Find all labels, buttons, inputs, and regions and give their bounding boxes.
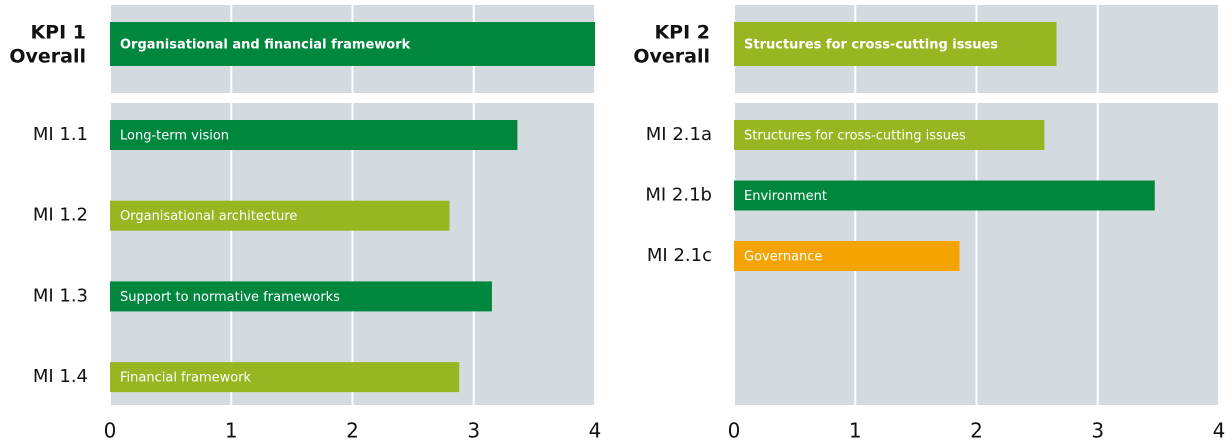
bar-label: Organisational architecture (120, 209, 297, 224)
x-tick-label: 4 (1213, 419, 1226, 443)
category-label: MI 2.1a (646, 124, 712, 145)
bar (110, 362, 460, 393)
overall-bar-label: Structures for cross-cutting issues (744, 38, 998, 53)
bar-label: Long-term vision (120, 129, 229, 144)
x-tick-label: 1 (849, 419, 862, 443)
overall-label: Overall (9, 46, 86, 68)
x-tick-label: 0 (104, 419, 117, 443)
x-tick-label: 4 (589, 419, 602, 443)
category-label: MI 2.1c (647, 245, 712, 266)
overall-label: KPI 1 (30, 22, 86, 44)
bar (110, 200, 450, 231)
x-tick-label: 2 (346, 419, 359, 443)
category-label: MI 2.1b (645, 185, 712, 206)
category-label: MI 1.3 (33, 285, 88, 306)
x-tick-label: 2 (970, 419, 983, 443)
category-label: MI 1.2 (33, 205, 88, 226)
category-label: MI 1.1 (33, 124, 88, 145)
x-tick-label: 1 (225, 419, 238, 443)
overall-bar (734, 22, 1057, 66)
bar (734, 120, 1045, 150)
category-label: MI 1.4 (33, 366, 88, 387)
bar (110, 281, 492, 312)
bar-label: Structures for cross-cutting issues (744, 129, 966, 144)
overall-label: Overall (633, 46, 710, 68)
bar-label: Support to normative frameworks (120, 290, 340, 305)
overall-label: KPI 2 (654, 22, 710, 44)
bar (110, 120, 518, 150)
bar (734, 241, 960, 271)
x-tick-label: 3 (1091, 419, 1104, 443)
x-tick-label: 0 (728, 419, 741, 443)
bar-label: Financial framework (120, 371, 252, 386)
bar (734, 180, 1155, 211)
overall-bar (110, 22, 595, 66)
overall-bar-label: Organisational and financial framework (120, 38, 411, 53)
bar-label: Environment (744, 189, 827, 204)
bar-label: Governance (744, 250, 822, 265)
x-tick-label: 3 (467, 419, 480, 443)
